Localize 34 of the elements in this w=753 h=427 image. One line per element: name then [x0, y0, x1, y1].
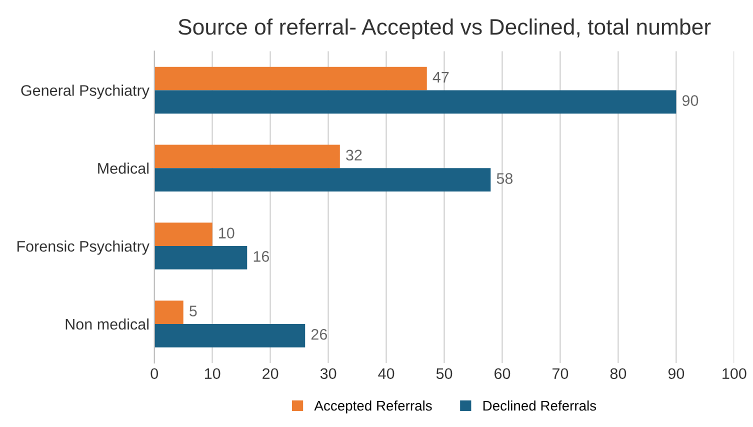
- chart-title: Source of referral- Accepted vs Declined, total number: [178, 18, 711, 40]
- data-label: 10: [219, 228, 234, 238]
- data-label: 90: [682, 95, 698, 106]
- x-tick-label: 80: [610, 368, 626, 380]
- data-label: 32: [346, 150, 362, 161]
- x-tick-label: 70: [552, 368, 568, 380]
- bar: [154, 222, 212, 246]
- bar: [154, 300, 184, 324]
- legend-label: Accepted Referrals: [314, 400, 432, 414]
- x-tick-label: 20: [262, 368, 278, 380]
- bar: [154, 324, 306, 348]
- y-tick-label: General Psychiatry: [21, 84, 150, 99]
- y-tick-label: Forensic Psychiatry: [17, 240, 150, 255]
- data-label: 26: [311, 328, 327, 340]
- data-label: 5: [190, 306, 197, 316]
- bar: [154, 144, 340, 168]
- legend-label: Declined Referrals: [483, 400, 596, 411]
- data-label: 47: [432, 72, 449, 82]
- x-tick-label: 0: [150, 368, 158, 380]
- y-tick-label: Non medical: [66, 318, 148, 330]
- bar: [154, 66, 427, 90]
- data-label: 16: [254, 251, 270, 262]
- x-tick-label: 60: [494, 368, 510, 380]
- x-tick-label: 90: [668, 368, 684, 380]
- x-tick-label: 100: [722, 368, 746, 380]
- x-tick-label: 50: [436, 368, 452, 380]
- bar: [154, 168, 491, 192]
- bar: [154, 246, 248, 270]
- x-tick-label: 30: [320, 368, 336, 380]
- x-tick-label: 40: [378, 368, 394, 380]
- x-tick-label: 10: [205, 368, 220, 380]
- y-tick-label: Medical: [98, 162, 148, 174]
- data-label: 58: [496, 173, 513, 184]
- bar: [154, 90, 676, 114]
